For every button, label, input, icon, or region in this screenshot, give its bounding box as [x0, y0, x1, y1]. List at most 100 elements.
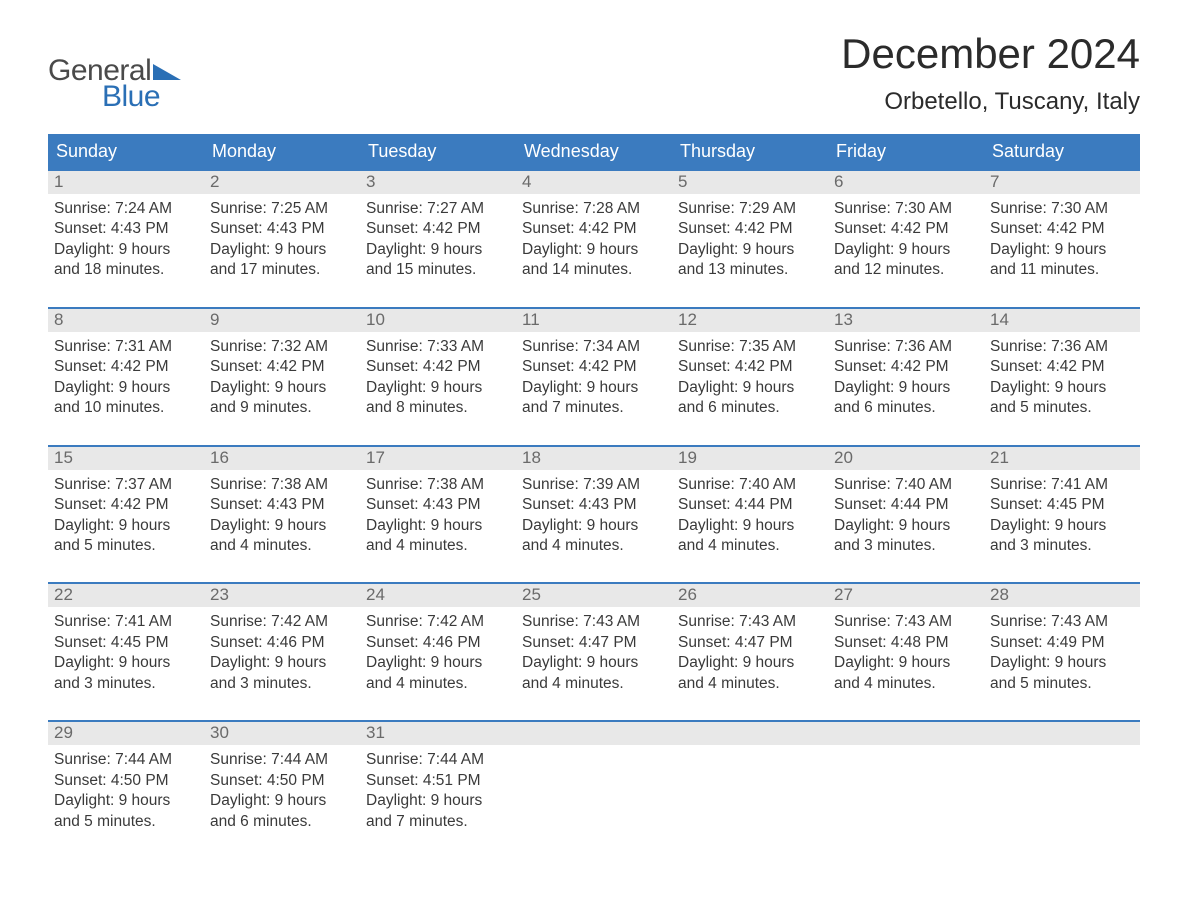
day-sunrise: Sunrise: 7:44 AM: [54, 750, 198, 770]
day-day1: Daylight: 9 hours: [678, 516, 822, 536]
day-sunrise: Sunrise: 7:40 AM: [834, 475, 978, 495]
weekday-sunday: Sunday: [48, 134, 204, 169]
day-detail: Sunrise: 7:30 AMSunset: 4:42 PMDaylight:…: [984, 194, 1140, 285]
day-sunset: Sunset: 4:45 PM: [990, 495, 1134, 515]
day-day2: and 6 minutes.: [834, 398, 978, 418]
day-sunset: Sunset: 4:43 PM: [54, 219, 198, 239]
day-number-row: 293031: [48, 722, 1140, 745]
day-day2: and 8 minutes.: [366, 398, 510, 418]
day-number: 26: [672, 584, 828, 607]
day-sunrise: Sunrise: 7:38 AM: [366, 475, 510, 495]
day-day2: and 6 minutes.: [678, 398, 822, 418]
day-number: 31: [360, 722, 516, 745]
day-sunrise: Sunrise: 7:40 AM: [678, 475, 822, 495]
day-detail: Sunrise: 7:31 AMSunset: 4:42 PMDaylight:…: [48, 332, 204, 423]
day-sunrise: Sunrise: 7:30 AM: [990, 199, 1134, 219]
day-sunrise: Sunrise: 7:39 AM: [522, 475, 666, 495]
day-number: 27: [828, 584, 984, 607]
week-row: 891011121314Sunrise: 7:31 AMSunset: 4:42…: [48, 307, 1140, 423]
day-day2: and 4 minutes.: [834, 674, 978, 694]
day-sunrise: Sunrise: 7:25 AM: [210, 199, 354, 219]
day-detail: Sunrise: 7:28 AMSunset: 4:42 PMDaylight:…: [516, 194, 672, 285]
day-detail: [984, 745, 1140, 836]
day-sunset: Sunset: 4:42 PM: [54, 495, 198, 515]
day-number: 21: [984, 447, 1140, 470]
day-day1: Daylight: 9 hours: [522, 653, 666, 673]
logo-word-blue: Blue: [102, 80, 183, 114]
day-number: [672, 722, 828, 745]
day-detail-row: Sunrise: 7:44 AMSunset: 4:50 PMDaylight:…: [48, 745, 1140, 836]
calendar: Sunday Monday Tuesday Wednesday Thursday…: [48, 134, 1140, 836]
day-detail: Sunrise: 7:42 AMSunset: 4:46 PMDaylight:…: [360, 607, 516, 698]
day-sunrise: Sunrise: 7:43 AM: [990, 612, 1134, 632]
day-sunset: Sunset: 4:42 PM: [990, 357, 1134, 377]
day-detail: Sunrise: 7:40 AMSunset: 4:44 PMDaylight:…: [828, 470, 984, 561]
day-day2: and 12 minutes.: [834, 260, 978, 280]
day-day2: and 7 minutes.: [366, 812, 510, 832]
day-sunset: Sunset: 4:42 PM: [522, 357, 666, 377]
day-sunset: Sunset: 4:46 PM: [210, 633, 354, 653]
day-sunset: Sunset: 4:43 PM: [210, 219, 354, 239]
day-day2: and 5 minutes.: [54, 536, 198, 556]
weekday-thursday: Thursday: [672, 134, 828, 169]
day-sunset: Sunset: 4:42 PM: [834, 219, 978, 239]
day-day2: and 13 minutes.: [678, 260, 822, 280]
day-detail: Sunrise: 7:33 AMSunset: 4:42 PMDaylight:…: [360, 332, 516, 423]
day-sunrise: Sunrise: 7:34 AM: [522, 337, 666, 357]
day-day2: and 4 minutes.: [210, 536, 354, 556]
day-sunrise: Sunrise: 7:28 AM: [522, 199, 666, 219]
weekday-friday: Friday: [828, 134, 984, 169]
day-day1: Daylight: 9 hours: [834, 653, 978, 673]
day-sunset: Sunset: 4:46 PM: [366, 633, 510, 653]
day-sunrise: Sunrise: 7:31 AM: [54, 337, 198, 357]
day-number: [828, 722, 984, 745]
day-number-row: 891011121314: [48, 309, 1140, 332]
day-detail: Sunrise: 7:34 AMSunset: 4:42 PMDaylight:…: [516, 332, 672, 423]
day-sunset: Sunset: 4:42 PM: [366, 357, 510, 377]
day-day2: and 3 minutes.: [210, 674, 354, 694]
day-sunset: Sunset: 4:48 PM: [834, 633, 978, 653]
day-detail: Sunrise: 7:27 AMSunset: 4:42 PMDaylight:…: [360, 194, 516, 285]
location-label: Orbetello, Tuscany, Italy: [841, 88, 1140, 116]
day-detail-row: Sunrise: 7:37 AMSunset: 4:42 PMDaylight:…: [48, 470, 1140, 561]
day-day1: Daylight: 9 hours: [990, 653, 1134, 673]
weekday-wednesday: Wednesday: [516, 134, 672, 169]
day-number: 10: [360, 309, 516, 332]
week-row: 22232425262728Sunrise: 7:41 AMSunset: 4:…: [48, 582, 1140, 698]
day-day2: and 18 minutes.: [54, 260, 198, 280]
day-number: 8: [48, 309, 204, 332]
day-sunset: Sunset: 4:50 PM: [54, 771, 198, 791]
day-sunset: Sunset: 4:42 PM: [990, 219, 1134, 239]
day-detail-row: Sunrise: 7:31 AMSunset: 4:42 PMDaylight:…: [48, 332, 1140, 423]
day-number: 30: [204, 722, 360, 745]
day-sunset: Sunset: 4:43 PM: [522, 495, 666, 515]
day-day2: and 5 minutes.: [54, 812, 198, 832]
day-sunset: Sunset: 4:42 PM: [834, 357, 978, 377]
day-day1: Daylight: 9 hours: [366, 240, 510, 260]
day-sunset: Sunset: 4:42 PM: [54, 357, 198, 377]
day-detail: Sunrise: 7:43 AMSunset: 4:47 PMDaylight:…: [516, 607, 672, 698]
day-day2: and 4 minutes.: [678, 674, 822, 694]
day-number: 24: [360, 584, 516, 607]
day-day1: Daylight: 9 hours: [834, 378, 978, 398]
day-sunrise: Sunrise: 7:29 AM: [678, 199, 822, 219]
logo: General Blue: [48, 54, 183, 114]
day-day1: Daylight: 9 hours: [210, 240, 354, 260]
day-sunset: Sunset: 4:42 PM: [678, 219, 822, 239]
day-day1: Daylight: 9 hours: [366, 378, 510, 398]
day-sunset: Sunset: 4:42 PM: [366, 219, 510, 239]
day-number-row: 1234567: [48, 171, 1140, 194]
day-sunrise: Sunrise: 7:35 AM: [678, 337, 822, 357]
day-sunset: Sunset: 4:51 PM: [366, 771, 510, 791]
day-number: 25: [516, 584, 672, 607]
day-sunset: Sunset: 4:47 PM: [678, 633, 822, 653]
day-detail: Sunrise: 7:36 AMSunset: 4:42 PMDaylight:…: [828, 332, 984, 423]
day-number: 17: [360, 447, 516, 470]
day-sunset: Sunset: 4:43 PM: [366, 495, 510, 515]
day-sunrise: Sunrise: 7:32 AM: [210, 337, 354, 357]
day-number: 29: [48, 722, 204, 745]
day-day2: and 6 minutes.: [210, 812, 354, 832]
day-sunrise: Sunrise: 7:33 AM: [366, 337, 510, 357]
weekday-header-row: Sunday Monday Tuesday Wednesday Thursday…: [48, 134, 1140, 169]
day-day1: Daylight: 9 hours: [834, 516, 978, 536]
